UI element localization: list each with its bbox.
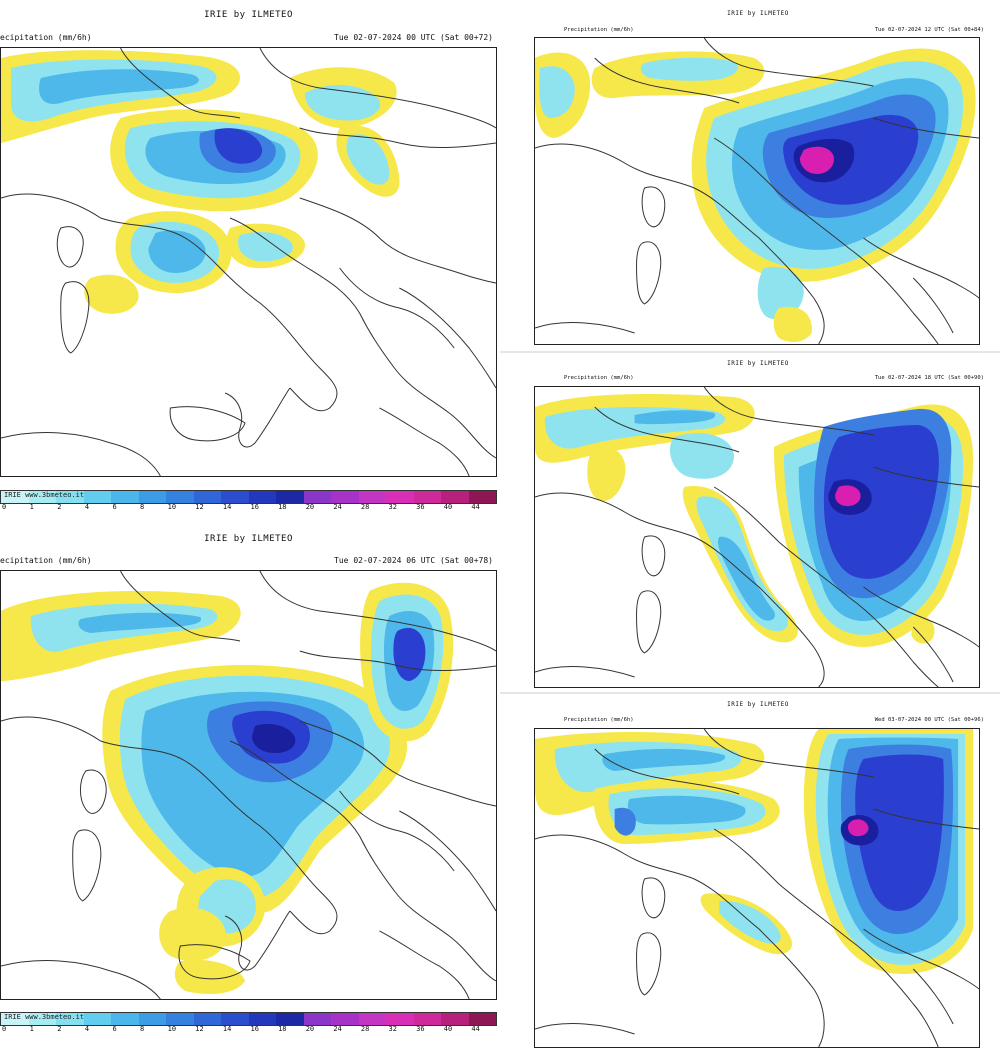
precipitation-map	[534, 37, 980, 345]
scale-tick: 36	[416, 503, 425, 511]
field-label: ecipitation (mm/6h)	[0, 33, 92, 42]
right-column-separator-1	[500, 351, 1000, 353]
precipitation-map-graphic	[1, 571, 496, 999]
scale-tick: 12	[195, 503, 204, 511]
scale-tick: 18	[278, 1025, 287, 1033]
valid-time-label: Tue 02-07-2024 18 UTC (Sat 00+90)	[874, 375, 984, 381]
forecast-panel-1: IRIE by ILMETEO ecipitation (mm/6h) Tue …	[0, 0, 497, 528]
scale-tick: 14	[222, 1025, 232, 1033]
scale-tick: 40	[443, 503, 453, 511]
scale-tick: 44	[471, 1025, 480, 1033]
model-label: IRIE by ILMETEO	[204, 534, 293, 544]
scale-tick: 16	[250, 1025, 259, 1033]
field-label: ecipitation (mm/6h)	[0, 556, 92, 565]
forecast-panel-2: IRIE by ILMETEO ecipitation (mm/6h) Tue …	[0, 530, 497, 1051]
scale-tick: 28	[360, 1025, 370, 1033]
scale-tick: 20	[305, 1025, 315, 1033]
scale-ticks: 0 1 2 4 6 8 10 12 14 16 18 20 24 28 32 36 40 44	[0, 503, 497, 512]
valid-time-label: Tue 02-07-2024 12 UTC (Sat 00+84)	[874, 27, 984, 33]
scale-tick: 4	[84, 503, 90, 511]
scale-tick: 6	[112, 1025, 117, 1033]
field-label: Precipitation (mm/6h)	[564, 375, 634, 381]
scale-tick: 0	[2, 1025, 7, 1033]
scale-ticks: 0 1 2 4 6 8 10 12 14 16 18 20 24 28 32 36 40 44	[0, 1025, 497, 1034]
scale-tick: 10	[167, 1025, 177, 1033]
scale-credit: IRIE www.3bmeteo.it	[4, 1013, 85, 1021]
right-column-separator-2	[500, 692, 1000, 694]
scale-tick: 14	[222, 503, 232, 511]
scale-color-bar	[0, 1012, 497, 1026]
scale-tick: 32	[388, 1025, 397, 1033]
valid-time-label: Tue 02-07-2024 00 UTC (Sat 00+72)	[334, 33, 493, 42]
model-label: IRIE by ILMETEO	[727, 360, 789, 367]
scale-credit: IRIE www.3bmeteo.it	[4, 491, 85, 499]
scale-tick: 1	[29, 1025, 34, 1033]
precipitation-map	[534, 386, 980, 688]
scale-tick: 32	[388, 503, 397, 511]
precipitation-map	[0, 47, 497, 477]
forecast-panel-4: IRIE by ILMETEO Precipitation (mm/6h) Tu…	[528, 354, 988, 691]
scale-tick: 36	[416, 1025, 425, 1033]
precipitation-map-graphic	[535, 38, 979, 344]
precipitation-map-graphic	[1, 48, 496, 476]
precipitation-map-graphic	[535, 729, 979, 1047]
scale-tick: 24	[333, 1025, 342, 1033]
valid-time-label: Wed 03-07-2024 00 UTC (Sat 00+96)	[874, 717, 984, 723]
field-label: Precipitation (mm/6h)	[564, 717, 634, 723]
scale-tick: 20	[305, 503, 315, 511]
model-label: IRIE by ILMETEO	[727, 701, 789, 708]
scale-tick: 24	[333, 503, 342, 511]
scale-tick: 4	[84, 1025, 90, 1033]
forecast-panel-5: IRIE by ILMETEO Precipitation (mm/6h) We…	[528, 695, 988, 1051]
model-label: IRIE by ILMETEO	[727, 10, 789, 17]
scale-color-bar	[0, 490, 497, 504]
field-label: Precipitation (mm/6h)	[564, 27, 634, 33]
scale-tick: 8	[140, 1025, 145, 1033]
scale-tick: 40	[443, 1025, 453, 1033]
scale-tick: 16	[250, 503, 259, 511]
scale-tick: 2	[57, 503, 62, 511]
scale-tick: 8	[140, 503, 145, 511]
model-label: IRIE by ILMETEO	[204, 10, 293, 20]
scale-tick: 0	[2, 503, 7, 511]
scale-tick: 18	[278, 503, 287, 511]
scale-tick: 10	[167, 503, 177, 511]
valid-time-label: Tue 02-07-2024 06 UTC (Sat 00+78)	[334, 556, 493, 565]
scale-tick: 44	[471, 503, 480, 511]
scale-tick: 2	[57, 1025, 62, 1033]
forecast-panel-3: IRIE by ILMETEO Precipitation (mm/6h) Tu…	[528, 0, 988, 350]
precipitation-map-graphic	[535, 387, 979, 687]
precipitation-map	[534, 728, 980, 1048]
precipitation-color-scale: IRIE www.3bmeteo.it 0 1 2 4 6 8 10 12 14 16 18 20 24…	[0, 1012, 497, 1034]
scale-tick: 1	[29, 503, 34, 511]
precipitation-color-scale: IRIE www.3bmeteo.it 0 1 2 4 6 8 10 12 14 16 18 20 24…	[0, 490, 497, 512]
scale-tick: 28	[360, 503, 370, 511]
precipitation-map	[0, 570, 497, 1000]
scale-tick: 6	[112, 503, 117, 511]
scale-tick: 12	[195, 1025, 204, 1033]
